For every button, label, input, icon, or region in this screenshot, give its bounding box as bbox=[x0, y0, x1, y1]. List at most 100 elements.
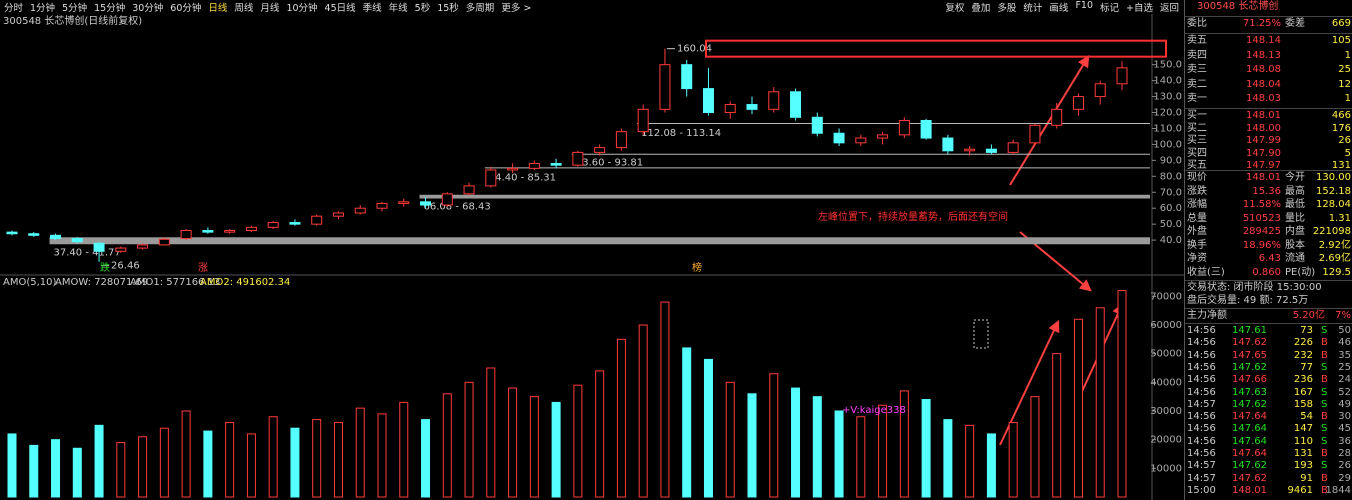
toolbar-button[interactable]: 叠加 bbox=[971, 3, 991, 14]
toolbar-button[interactable]: 多股 bbox=[997, 3, 1017, 14]
panel-text: 29 bbox=[1338, 472, 1351, 484]
volume-bar bbox=[29, 444, 39, 498]
y-tick-label: 140.0 bbox=[1153, 76, 1182, 87]
panel-text: B bbox=[1321, 448, 1328, 459]
panel-text: 流通 bbox=[1285, 253, 1305, 264]
toolbar-button[interactable]: 标记 bbox=[1100, 3, 1120, 14]
toolbar-button[interactable]: 多周期 bbox=[465, 3, 495, 14]
volume-bar bbox=[747, 393, 757, 498]
volume-bar bbox=[1008, 421, 1018, 498]
panel-text: 卖一 bbox=[1187, 93, 1207, 104]
toolbar-button[interactable]: 年线 bbox=[388, 3, 408, 14]
panel-text: 110 bbox=[1293, 435, 1313, 447]
chart: 300548 长芯博创(日线前复权) 150.0 140.0 130.0 120.0 1… bbox=[0, 14, 1184, 500]
toolbar-button[interactable]: 统计 bbox=[1023, 3, 1043, 14]
panel-text: 193 bbox=[1293, 460, 1313, 472]
candle-body bbox=[463, 185, 475, 195]
volume-bar bbox=[1052, 353, 1062, 498]
toolbar-button[interactable]: 月线 bbox=[260, 3, 280, 14]
volume-bar bbox=[921, 399, 931, 498]
toolbar-button[interactable]: 复权 bbox=[945, 3, 965, 14]
candle-body bbox=[1007, 142, 1019, 153]
toolbar-button[interactable]: 15分钟 bbox=[94, 3, 126, 14]
panel-text: 14:56 bbox=[1187, 361, 1216, 373]
panel-text: B bbox=[1321, 374, 1328, 386]
y-tick-label: 40000 bbox=[1150, 377, 1182, 388]
toolbar-button[interactable]: +自选 bbox=[1126, 3, 1153, 14]
panel-text: 15.36 bbox=[1252, 185, 1281, 197]
panel-text: 232 bbox=[1293, 349, 1313, 361]
panel-text: 148.04 bbox=[1246, 78, 1281, 90]
panel-text: 2.69亿 bbox=[1318, 253, 1351, 264]
panel-text: 148.01 bbox=[1246, 110, 1281, 121]
panel-text: 130.00 bbox=[1316, 172, 1351, 183]
panel-text: 涨跌 bbox=[1187, 185, 1207, 197]
toolbar-button[interactable]: 60分钟 bbox=[170, 3, 202, 14]
panel-text: 涨幅 bbox=[1187, 199, 1207, 210]
panel-text: 466 bbox=[1331, 110, 1351, 121]
panel-text: 内盘 bbox=[1285, 226, 1305, 237]
candle-body bbox=[1072, 96, 1084, 110]
extreme-label: 26.46 bbox=[111, 261, 140, 272]
candle-body bbox=[158, 238, 170, 246]
panel-text: 14:57 bbox=[1187, 472, 1216, 484]
panel-text: 49 bbox=[1338, 398, 1351, 410]
candle-body bbox=[855, 137, 867, 144]
panel-text: 买二 bbox=[1187, 122, 1207, 134]
toolbar-button[interactable]: 更多 > bbox=[501, 3, 532, 14]
panel-text: 卖三 bbox=[1187, 64, 1207, 75]
y-tick-label: 40.0 bbox=[1160, 235, 1182, 246]
toolbar-button[interactable]: 30分钟 bbox=[132, 3, 164, 14]
volume-bar bbox=[225, 421, 235, 498]
volume-bar bbox=[638, 324, 648, 498]
toolbar-button[interactable]: 10分钟 bbox=[286, 3, 318, 14]
y-tick-label: 90.0 bbox=[1160, 155, 1182, 166]
panel-text: 45 bbox=[1338, 423, 1351, 435]
separator bbox=[1185, 108, 1352, 109]
toolbar-button[interactable]: 1分钟 bbox=[30, 3, 56, 14]
candle-body bbox=[332, 212, 344, 217]
volume-bar bbox=[812, 396, 822, 498]
toolbar-button[interactable]: F10 bbox=[1075, 0, 1093, 11]
toolbar-button[interactable]: 5分钟 bbox=[62, 3, 88, 14]
toolbar-button[interactable]: 5秒 bbox=[414, 3, 431, 14]
event-marker: 榜 bbox=[692, 261, 702, 274]
highlight-box bbox=[705, 39, 1167, 58]
panel-text: 最高 bbox=[1285, 185, 1305, 197]
volume-bar bbox=[965, 424, 975, 498]
toolbar: 分时 1分钟 5分钟 15分钟 30分钟 60分钟 日线 周线 月线 10分钟 45日线 季线 年线 5秒… bbox=[0, 0, 1183, 14]
candle-body bbox=[833, 132, 845, 144]
toolbar-button[interactable]: 返回 bbox=[1159, 3, 1179, 14]
panel-text: 147.65 bbox=[1232, 349, 1267, 361]
toolbar-button[interactable]: 画线 bbox=[1049, 3, 1069, 14]
toolbar-button[interactable]: 15秒 bbox=[437, 3, 459, 14]
volume-bar bbox=[703, 358, 713, 498]
panel-text: 1 bbox=[1344, 49, 1351, 61]
panel-text: 14:56 bbox=[1187, 423, 1216, 435]
volume-bar bbox=[1095, 307, 1105, 498]
panel-text: 委比 bbox=[1187, 18, 1207, 29]
support-band bbox=[419, 194, 1150, 199]
panel-text: S bbox=[1321, 460, 1328, 472]
panel-text: 289425 bbox=[1242, 226, 1281, 237]
panel-text: B bbox=[1321, 349, 1328, 361]
panel-text: 1 bbox=[1344, 93, 1351, 104]
candle-body bbox=[659, 64, 671, 110]
panel-text: 收益(三) bbox=[1187, 266, 1225, 278]
toolbar-button[interactable]: 分时 bbox=[4, 3, 24, 14]
panel-text: 14:56 bbox=[1187, 435, 1216, 447]
panel-text: 148.08 bbox=[1246, 64, 1281, 75]
panel-text: 换手 bbox=[1187, 239, 1207, 251]
candle-body bbox=[528, 163, 540, 169]
panel-text: 12 bbox=[1338, 78, 1351, 90]
toolbar-button[interactable]: 日线 bbox=[208, 3, 228, 14]
volume-bar bbox=[181, 410, 191, 498]
candle-body bbox=[615, 131, 627, 149]
toolbar-button[interactable]: 45日线 bbox=[324, 3, 356, 14]
volume-bar bbox=[399, 401, 409, 498]
candle-body bbox=[28, 233, 40, 236]
candle-body bbox=[637, 108, 649, 133]
toolbar-button[interactable]: 季线 bbox=[362, 3, 382, 14]
volume-bar bbox=[159, 427, 169, 498]
toolbar-button[interactable]: 周线 bbox=[234, 3, 254, 14]
